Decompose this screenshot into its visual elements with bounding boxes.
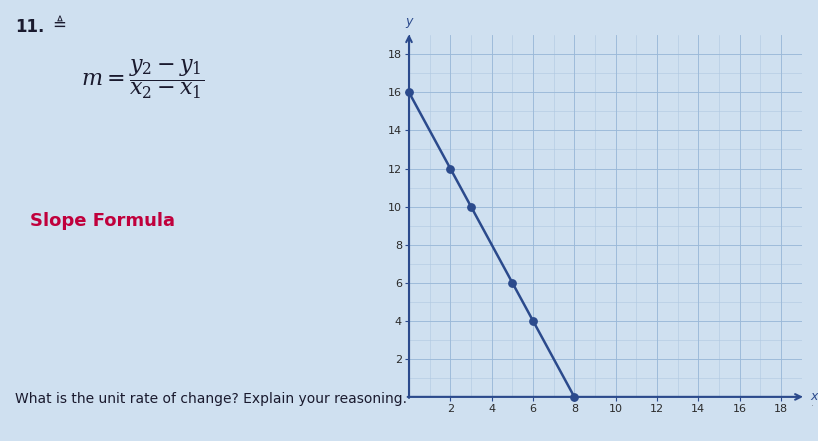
Text: 0: 0 xyxy=(812,405,813,407)
Text: $m = \dfrac{y_2 - y_1}{x_2 - x_1}$: $m = \dfrac{y_2 - y_1}{x_2 - x_1}$ xyxy=(81,57,204,101)
Point xyxy=(506,279,519,286)
Point xyxy=(527,317,540,324)
Text: x: x xyxy=(810,390,817,404)
Text: ≜: ≜ xyxy=(52,15,66,34)
Point xyxy=(568,393,581,400)
Text: What is the unit rate of change? Explain your reasoning.: What is the unit rate of change? Explain… xyxy=(15,392,407,406)
Text: Slope Formula: Slope Formula xyxy=(30,212,175,230)
Point xyxy=(402,89,416,96)
Text: y: y xyxy=(405,15,413,28)
Point xyxy=(444,165,457,172)
Point xyxy=(465,203,478,210)
Text: 11.: 11. xyxy=(15,18,44,36)
